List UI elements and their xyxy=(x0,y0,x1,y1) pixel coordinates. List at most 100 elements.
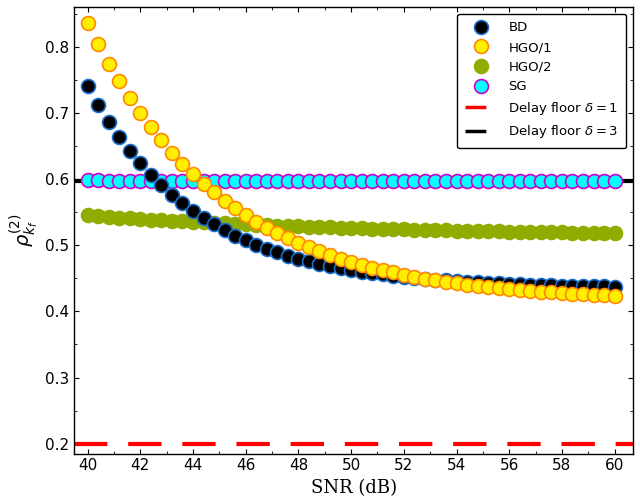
HGO/1 xyxy=(420,275,430,283)
HGO/1 xyxy=(335,255,346,263)
SG xyxy=(472,177,483,185)
HGO/2 xyxy=(536,228,546,236)
HGO/2 xyxy=(388,225,398,233)
SG xyxy=(462,177,472,185)
BD xyxy=(462,278,472,286)
HGO/1 xyxy=(472,282,483,290)
SG xyxy=(430,177,440,185)
SG xyxy=(483,177,493,185)
HGO/2 xyxy=(378,225,388,233)
HGO/1 xyxy=(367,264,378,272)
HGO/2 xyxy=(462,227,472,235)
BD xyxy=(578,282,588,290)
SG xyxy=(325,177,335,185)
HGO/2 xyxy=(346,224,356,232)
BD xyxy=(557,281,567,289)
BD xyxy=(335,264,346,272)
SG xyxy=(230,177,240,185)
SG xyxy=(304,177,314,185)
HGO/2 xyxy=(599,229,609,237)
HGO/2 xyxy=(451,226,461,234)
HGO/1 xyxy=(609,292,620,300)
HGO/2 xyxy=(156,216,166,224)
HGO/2 xyxy=(283,222,293,230)
SG xyxy=(146,177,156,185)
SG xyxy=(83,176,93,184)
HGO/1 xyxy=(167,149,177,157)
HGO/2 xyxy=(262,221,272,229)
BD xyxy=(451,277,461,285)
HGO/1 xyxy=(135,109,145,117)
BD xyxy=(504,280,515,288)
BD xyxy=(515,280,525,288)
SG xyxy=(125,177,135,185)
SG xyxy=(167,177,177,185)
HGO/2 xyxy=(515,228,525,236)
HGO/1 xyxy=(430,276,440,284)
HGO/2 xyxy=(146,216,156,224)
HGO/1 xyxy=(483,283,493,291)
SG xyxy=(588,177,598,185)
SG xyxy=(557,177,567,185)
HGO/2 xyxy=(251,221,261,229)
HGO/1 xyxy=(515,286,525,294)
SG xyxy=(335,177,346,185)
SG xyxy=(262,177,272,185)
SG xyxy=(114,176,124,184)
HGO/2 xyxy=(430,226,440,234)
BD xyxy=(230,231,240,239)
HGO/2 xyxy=(135,215,145,223)
HGO/2 xyxy=(198,218,209,226)
HGO/1 xyxy=(504,285,515,293)
BD xyxy=(346,266,356,274)
HGO/2 xyxy=(177,217,188,225)
SG xyxy=(536,177,546,185)
BD xyxy=(167,191,177,199)
HGO/2 xyxy=(483,227,493,235)
BD xyxy=(399,273,409,281)
SG xyxy=(515,177,525,185)
SG xyxy=(135,177,145,185)
BD xyxy=(188,207,198,215)
BD xyxy=(314,260,324,268)
BD xyxy=(293,255,303,263)
SG xyxy=(441,177,451,185)
HGO/1 xyxy=(125,94,135,102)
HGO/1 xyxy=(525,287,536,295)
HGO/2 xyxy=(125,214,135,222)
BD xyxy=(135,159,145,167)
SG xyxy=(388,177,398,185)
HGO/1 xyxy=(220,197,230,205)
HGO/1 xyxy=(388,269,398,277)
HGO/1 xyxy=(156,137,166,145)
SG xyxy=(567,177,577,185)
BD xyxy=(409,274,419,282)
HGO/1 xyxy=(378,266,388,274)
HGO/2 xyxy=(609,229,620,237)
SG xyxy=(367,177,378,185)
BD xyxy=(525,281,536,289)
SG xyxy=(220,177,230,185)
BD xyxy=(441,277,451,285)
HGO/1 xyxy=(104,59,114,68)
BD xyxy=(472,278,483,286)
X-axis label: SNR (dB): SNR (dB) xyxy=(310,479,397,497)
HGO/1 xyxy=(409,273,419,281)
HGO/1 xyxy=(493,284,504,292)
BD xyxy=(156,181,166,189)
HGO/2 xyxy=(472,227,483,235)
BD xyxy=(220,226,230,234)
BD xyxy=(493,279,504,287)
SG xyxy=(420,177,430,185)
HGO/2 xyxy=(220,219,230,227)
Y-axis label: $\rho_{k_f}^{(2)}$: $\rho_{k_f}^{(2)}$ xyxy=(7,214,40,247)
HGO/2 xyxy=(504,227,515,235)
HGO/1 xyxy=(325,251,335,259)
HGO/2 xyxy=(409,226,419,234)
BD xyxy=(367,269,378,277)
HGO/2 xyxy=(578,229,588,237)
HGO/2 xyxy=(209,219,220,227)
HGO/2 xyxy=(441,226,451,234)
HGO/1 xyxy=(262,224,272,232)
HGO/2 xyxy=(356,224,367,232)
